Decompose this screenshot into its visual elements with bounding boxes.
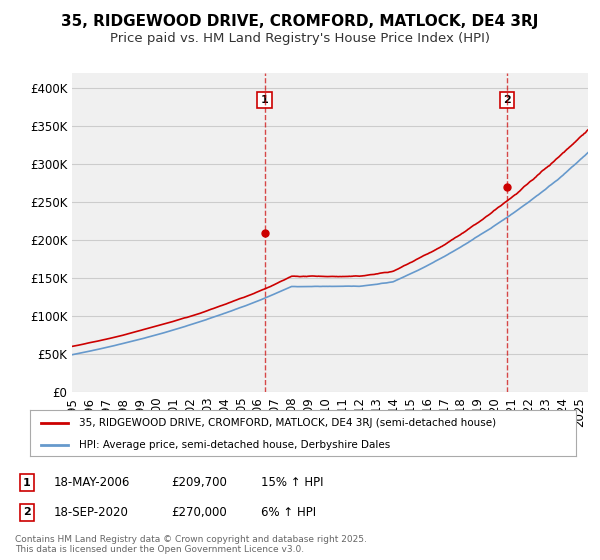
Text: 35, RIDGEWOOD DRIVE, CROMFORD, MATLOCK, DE4 3RJ (semi-detached house): 35, RIDGEWOOD DRIVE, CROMFORD, MATLOCK, …: [79, 418, 496, 428]
Text: 1: 1: [23, 478, 31, 488]
Text: 2: 2: [503, 95, 511, 105]
Text: 6% ↑ HPI: 6% ↑ HPI: [261, 506, 316, 519]
Text: Price paid vs. HM Land Registry's House Price Index (HPI): Price paid vs. HM Land Registry's House …: [110, 32, 490, 45]
Text: 2: 2: [23, 507, 31, 517]
Text: £270,000: £270,000: [171, 506, 227, 519]
Text: 15% ↑ HPI: 15% ↑ HPI: [261, 476, 323, 489]
Text: 18-MAY-2006: 18-MAY-2006: [54, 476, 130, 489]
Text: 35, RIDGEWOOD DRIVE, CROMFORD, MATLOCK, DE4 3RJ: 35, RIDGEWOOD DRIVE, CROMFORD, MATLOCK, …: [61, 14, 539, 29]
Text: £209,700: £209,700: [171, 476, 227, 489]
Text: 1: 1: [260, 95, 268, 105]
Text: 18-SEP-2020: 18-SEP-2020: [54, 506, 129, 519]
Text: Contains HM Land Registry data © Crown copyright and database right 2025.
This d: Contains HM Land Registry data © Crown c…: [15, 535, 367, 554]
Text: HPI: Average price, semi-detached house, Derbyshire Dales: HPI: Average price, semi-detached house,…: [79, 440, 391, 450]
